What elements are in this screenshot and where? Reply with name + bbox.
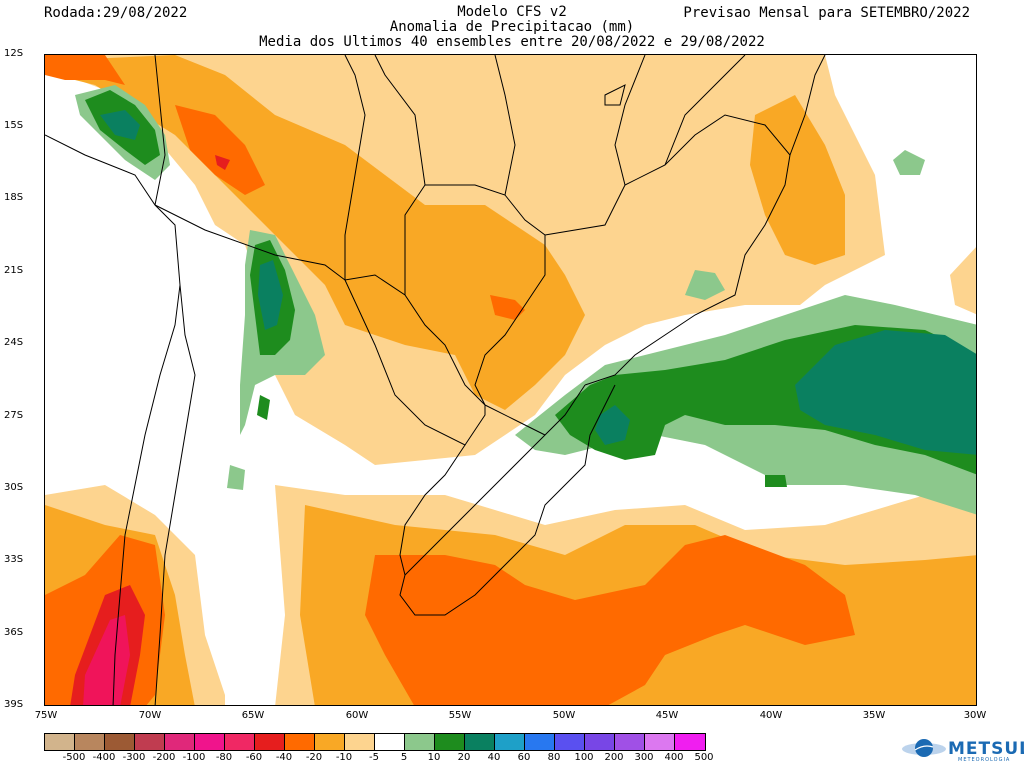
legend-swatch [405, 734, 435, 750]
legend-label: 10 [427, 752, 441, 763]
legend-swatch [345, 734, 375, 750]
lat-label: 30S [4, 482, 24, 493]
legend-swatch [165, 734, 195, 750]
variable-title: Anomalia de Precipitacao (mm) [389, 19, 635, 35]
lon-label: 70W [138, 710, 162, 721]
lon-label: 75W [34, 710, 58, 721]
legend-label: -60 [245, 752, 263, 763]
legend-label: -40 [275, 752, 293, 763]
metsul-globe-icon [902, 739, 946, 757]
lon-label: 30W [963, 710, 987, 721]
legend-label: -100 [182, 752, 206, 763]
legend-label: 40 [487, 752, 501, 763]
lat-label: 33S [4, 554, 24, 565]
legend-label: 60 [517, 752, 531, 763]
lon-label: 60W [345, 710, 369, 721]
legend-label: -20 [305, 752, 323, 763]
legend-label: 5 [400, 752, 408, 763]
title-block: Modelo CFS v2 Anomalia de Precipitacao (… [0, 5, 1024, 50]
legend-label: -200 [152, 752, 176, 763]
forecast-period: Previsao Mensal para SETEMBRO/2022 [683, 5, 970, 21]
legend-swatch [645, 734, 675, 750]
legend-swatch [75, 734, 105, 750]
lat-label: 12S [4, 48, 24, 59]
legend-label: 20 [457, 752, 471, 763]
lon-label: 35W [862, 710, 886, 721]
ensemble-subtitle: Media dos Ultimos 40 ensembles entre 20/… [259, 34, 765, 50]
legend-swatch [315, 734, 345, 750]
legend-swatch [225, 734, 255, 750]
lat-label: 27S [4, 410, 24, 421]
legend-label: 100 [574, 752, 594, 763]
lat-label: 39S [4, 699, 24, 710]
lon-label: 40W [759, 710, 783, 721]
anomaly-pos20-region [100, 110, 976, 455]
legend-label: 500 [694, 752, 714, 763]
legend-swatch [195, 734, 225, 750]
legend-swatch [615, 734, 645, 750]
lat-label: 18S [4, 192, 24, 203]
lat-label: 24S [4, 337, 24, 348]
model-title: Modelo CFS v2 [457, 4, 567, 20]
color-legend [44, 733, 706, 751]
legend-label: 300 [634, 752, 654, 763]
legend-swatch [375, 734, 405, 750]
legend-swatch [555, 734, 585, 750]
legend-label: -10 [335, 752, 353, 763]
legend-swatch [435, 734, 465, 750]
brand-subtitle: METEOROLOGIA [958, 757, 1011, 763]
legend-swatch [495, 734, 525, 750]
lon-label: 65W [241, 710, 265, 721]
legend-swatch [135, 734, 165, 750]
lon-label: 45W [655, 710, 679, 721]
lon-label: 55W [448, 710, 472, 721]
legend-swatch [525, 734, 555, 750]
legend-label: -400 [92, 752, 116, 763]
anomaly-neg60-region [83, 615, 130, 705]
legend-label: 400 [664, 752, 684, 763]
lat-label: 15S [4, 120, 24, 131]
lon-label: 50W [552, 710, 576, 721]
legend-swatch [45, 734, 75, 750]
run-date: Rodada:29/08/2022 [44, 5, 188, 21]
lat-label: 36S [4, 627, 24, 638]
legend-swatch [105, 734, 135, 750]
lat-label: 21S [4, 265, 24, 276]
precipitation-anomaly-map [44, 54, 977, 706]
legend-label: -80 [215, 752, 233, 763]
legend-swatch [675, 734, 705, 750]
map-canvas [45, 55, 976, 705]
legend-swatch [465, 734, 495, 750]
legend-label: -300 [122, 752, 146, 763]
legend-label: 80 [547, 752, 561, 763]
legend-label: 200 [604, 752, 624, 763]
political-borders [45, 55, 826, 705]
legend-swatch [585, 734, 615, 750]
legend-label: -500 [62, 752, 86, 763]
legend-label: -5 [369, 752, 379, 763]
brand-name: METSUL [948, 739, 1024, 759]
legend-swatch [255, 734, 285, 750]
legend-swatch [285, 734, 315, 750]
